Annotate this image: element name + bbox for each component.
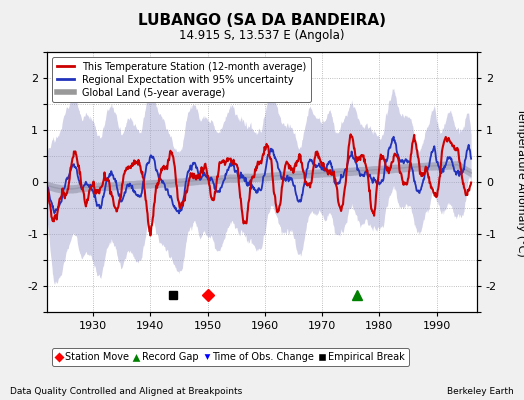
Text: Data Quality Controlled and Aligned at Breakpoints: Data Quality Controlled and Aligned at B… (10, 387, 243, 396)
Text: LUBANGO (SA DA BANDEIRA): LUBANGO (SA DA BANDEIRA) (138, 13, 386, 28)
Text: Berkeley Earth: Berkeley Earth (447, 387, 514, 396)
Y-axis label: Temperature Anomaly (°C): Temperature Anomaly (°C) (517, 108, 524, 256)
Text: 14.915 S, 13.537 E (Angola): 14.915 S, 13.537 E (Angola) (179, 29, 345, 42)
Legend: Station Move, Record Gap, Time of Obs. Change, Empirical Break: Station Move, Record Gap, Time of Obs. C… (52, 348, 409, 366)
